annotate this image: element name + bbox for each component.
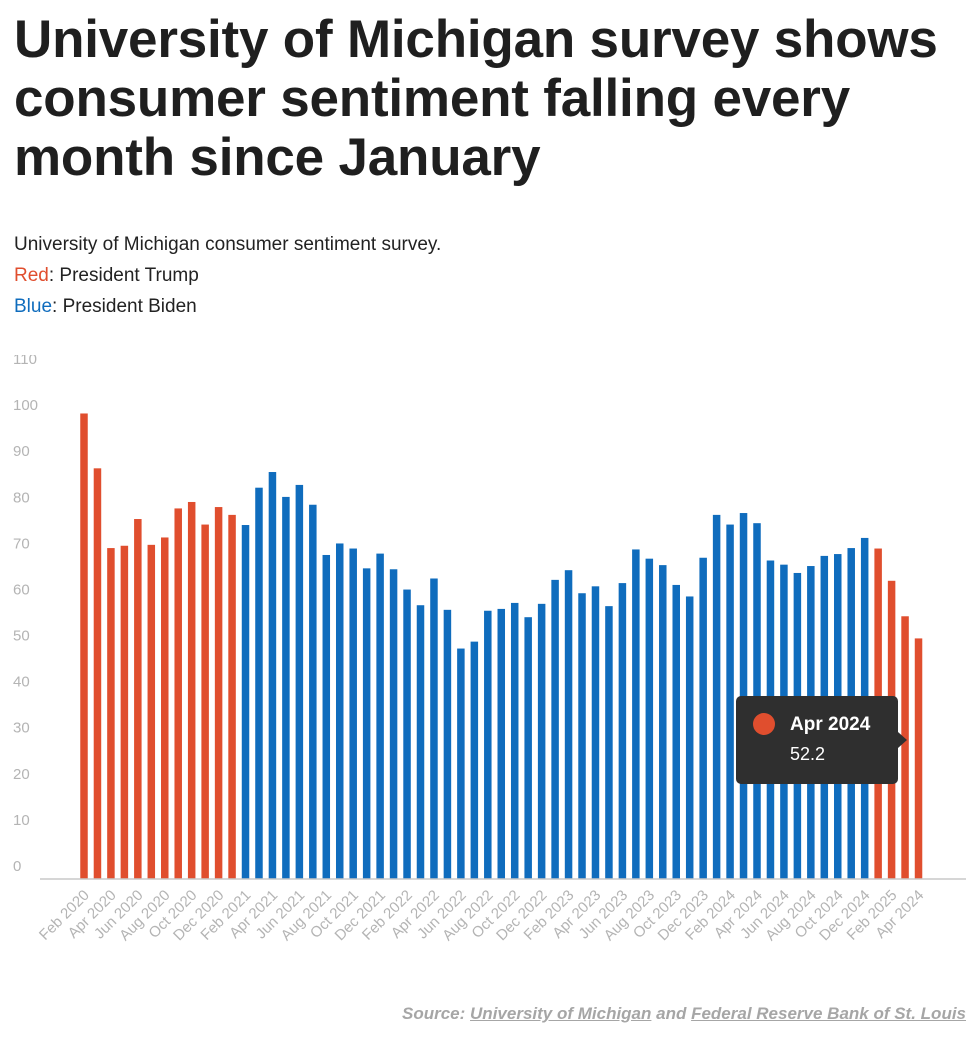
bar[interactable] — [497, 608, 506, 879]
legend-item-trump: Red: President Trump — [14, 260, 441, 291]
bar[interactable] — [376, 553, 384, 879]
y-tick-label: 90 — [13, 443, 30, 460]
bar[interactable] — [457, 648, 465, 879]
y-tick-label: 80 — [13, 489, 30, 506]
bar[interactable] — [578, 593, 586, 879]
bar[interactable] — [335, 543, 344, 879]
bar[interactable] — [120, 545, 129, 879]
chart-description: University of Michigan consumer sentimen… — [14, 234, 442, 255]
bar[interactable] — [309, 504, 317, 879]
bar[interactable] — [147, 544, 156, 879]
source-line: Source: University of Michigan and Feder… — [402, 1004, 966, 1024]
y-tick-label: 20 — [13, 766, 30, 783]
bar[interactable] — [443, 609, 452, 879]
bar[interactable] — [295, 484, 304, 879]
legend-red-text: : President Trump — [48, 265, 199, 286]
bar[interactable] — [134, 519, 142, 879]
source-link-umich[interactable]: University of Michigan — [470, 1004, 652, 1023]
y-tick-label: 30 — [13, 720, 30, 737]
bar[interactable] — [93, 468, 102, 879]
bar[interactable] — [349, 548, 357, 879]
legend-blue-text: : President Biden — [52, 296, 197, 317]
bar[interactable] — [659, 565, 667, 879]
bar[interactable] — [255, 487, 263, 879]
bar[interactable] — [484, 610, 492, 879]
y-tick-label: 10 — [13, 812, 30, 829]
bar[interactable] — [268, 472, 277, 879]
bar[interactable] — [914, 638, 923, 879]
bar[interactable] — [564, 570, 573, 879]
bar-tooltip: Apr 2024 52.2 — [736, 696, 907, 784]
source-link-stlouis-fed[interactable]: Federal Reserve Bank of St. Louis — [691, 1004, 966, 1023]
y-tick-label: 60 — [13, 581, 30, 598]
bar[interactable] — [403, 589, 411, 879]
bar[interactable] — [537, 603, 546, 879]
legend-blue-word: Blue — [14, 296, 53, 317]
legend-red-word: Red — [14, 265, 49, 286]
bar[interactable] — [699, 557, 707, 879]
legend-item-biden: Blue: President Biden — [14, 291, 441, 322]
source-prefix: Source: — [402, 1004, 471, 1023]
y-tick-label: 110 — [13, 355, 37, 368]
y-axis: 0 10 20 30 40 50 60 70 80 90 100 110 — [13, 355, 38, 875]
bar[interactable] — [618, 583, 627, 879]
bar[interactable] — [591, 586, 600, 879]
bar[interactable] — [645, 558, 654, 879]
bar[interactable] — [214, 507, 223, 879]
bar[interactable] — [389, 569, 398, 879]
tooltip-value: 52.2 — [790, 744, 826, 764]
bar[interactable] — [107, 548, 115, 879]
bar[interactable] — [524, 617, 532, 879]
bar[interactable] — [362, 568, 371, 879]
bar[interactable] — [161, 537, 169, 879]
source-and: and — [651, 1004, 692, 1023]
bars — [80, 413, 923, 879]
y-tick-label: 0 — [13, 858, 21, 875]
chart-legend: University of Michigan consumer sentimen… — [14, 229, 441, 322]
bar[interactable] — [726, 524, 734, 879]
bar[interactable] — [605, 606, 613, 879]
bar[interactable] — [430, 578, 438, 879]
tooltip-label: Apr 2024 — [790, 714, 871, 735]
bar[interactable] — [187, 501, 196, 879]
tooltip-color-dot — [753, 713, 775, 735]
bar[interactable] — [712, 514, 721, 879]
bar[interactable] — [80, 413, 88, 879]
y-tick-label: 100 — [13, 397, 38, 414]
bar[interactable] — [228, 514, 236, 879]
y-tick-label: 40 — [13, 674, 30, 691]
bar[interactable] — [632, 549, 640, 879]
bar[interactable] — [510, 602, 519, 879]
bar[interactable] — [322, 554, 331, 879]
y-tick-label: 50 — [13, 628, 30, 645]
bar[interactable] — [672, 584, 680, 879]
bar[interactable] — [416, 605, 425, 879]
bar[interactable] — [241, 525, 250, 879]
bar[interactable] — [174, 508, 182, 879]
bar[interactable] — [201, 524, 209, 879]
bar[interactable] — [551, 579, 559, 879]
chart-title: University of Michigan survey shows cons… — [14, 10, 938, 187]
y-tick-label: 70 — [13, 535, 30, 552]
bar[interactable] — [282, 496, 290, 879]
bar[interactable] — [685, 596, 694, 879]
bar[interactable] — [470, 641, 479, 879]
